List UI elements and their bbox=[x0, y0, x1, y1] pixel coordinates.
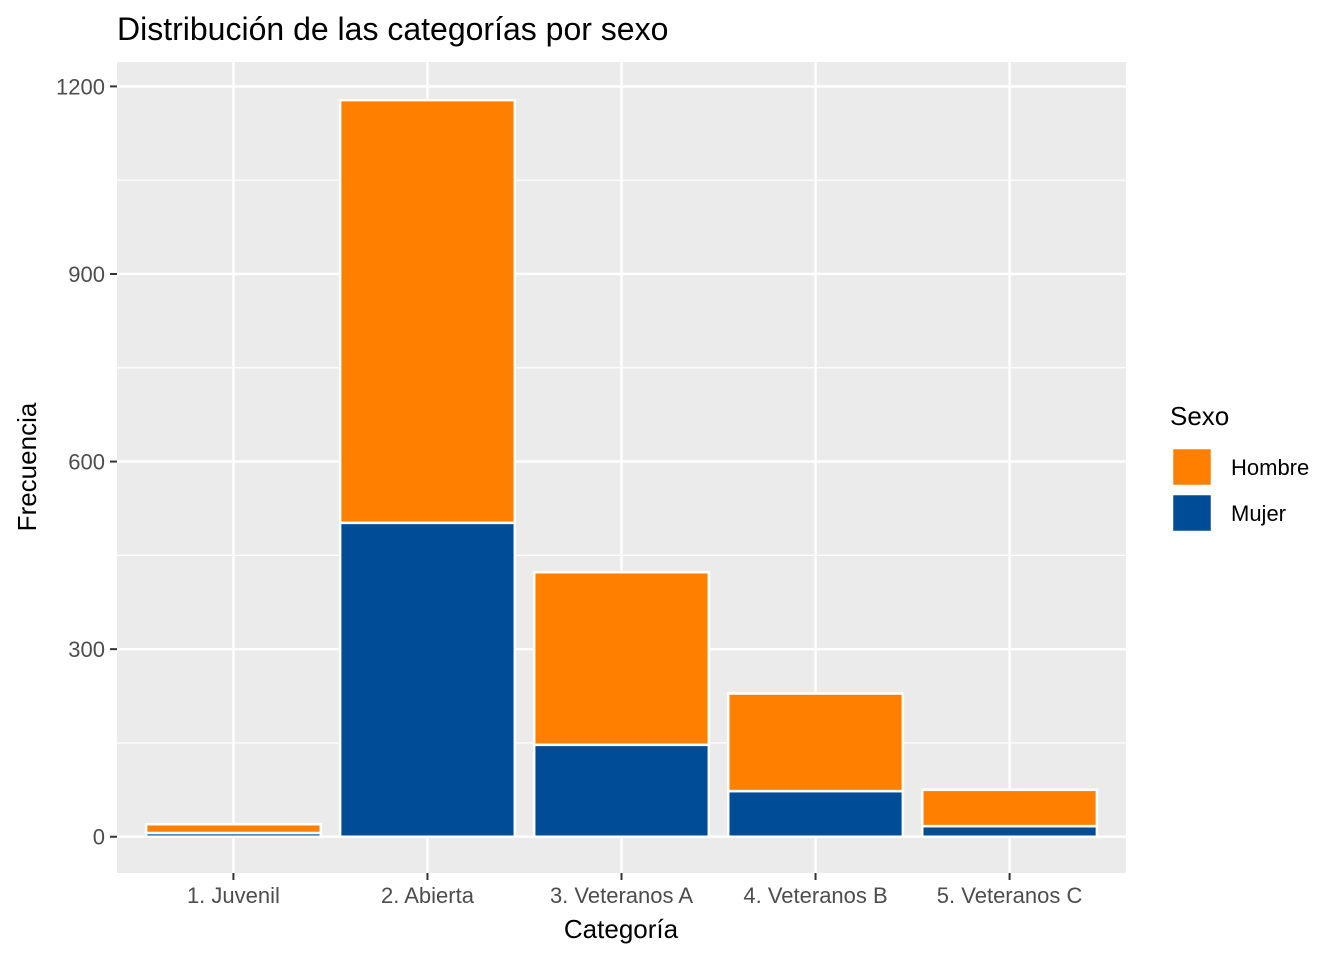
bar-segment bbox=[144, 822, 322, 835]
bar-segment bbox=[338, 98, 517, 525]
bar-segment bbox=[338, 521, 517, 838]
bar-segment bbox=[726, 692, 905, 793]
x-tick-label: 5. Veteranos C bbox=[937, 883, 1083, 908]
bar-segment bbox=[726, 789, 905, 838]
chart-title: Distribución de las categorías por sexo bbox=[117, 11, 668, 47]
legend: Sexo Hombre Mujer bbox=[1170, 401, 1309, 534]
y-tick-label: 900 bbox=[68, 262, 105, 287]
y-tick-label: 300 bbox=[68, 637, 105, 662]
x-tick-label: 2. Abierta bbox=[381, 883, 475, 908]
y-axis: 0 300 600 900 1200 bbox=[56, 74, 117, 850]
legend-label: Hombre bbox=[1231, 455, 1309, 480]
y-tick-label: 1200 bbox=[56, 74, 105, 99]
legend-title: Sexo bbox=[1170, 401, 1229, 431]
legend-label: Mujer bbox=[1231, 501, 1286, 526]
x-axis: 1. Juvenil 2. Abierta 3. Veteranos A 4. Vet… bbox=[187, 873, 1083, 908]
legend-swatch bbox=[1170, 492, 1214, 534]
bar-segment bbox=[921, 788, 1099, 828]
x-tick-label: 3. Veteranos A bbox=[550, 883, 693, 908]
x-axis-title: Categoría bbox=[564, 914, 679, 944]
y-axis-title: Frecuencia bbox=[12, 402, 42, 531]
legend-swatch bbox=[1170, 446, 1214, 488]
bar-segment bbox=[921, 824, 1099, 838]
x-tick-label: 4. Veteranos B bbox=[743, 883, 887, 908]
bars bbox=[144, 98, 1099, 838]
y-tick-label: 0 bbox=[93, 825, 105, 850]
bar-segment bbox=[532, 570, 711, 747]
y-tick-label: 600 bbox=[68, 450, 105, 475]
x-tick-label: 1. Juvenil bbox=[187, 883, 280, 908]
bar-segment bbox=[532, 743, 711, 838]
